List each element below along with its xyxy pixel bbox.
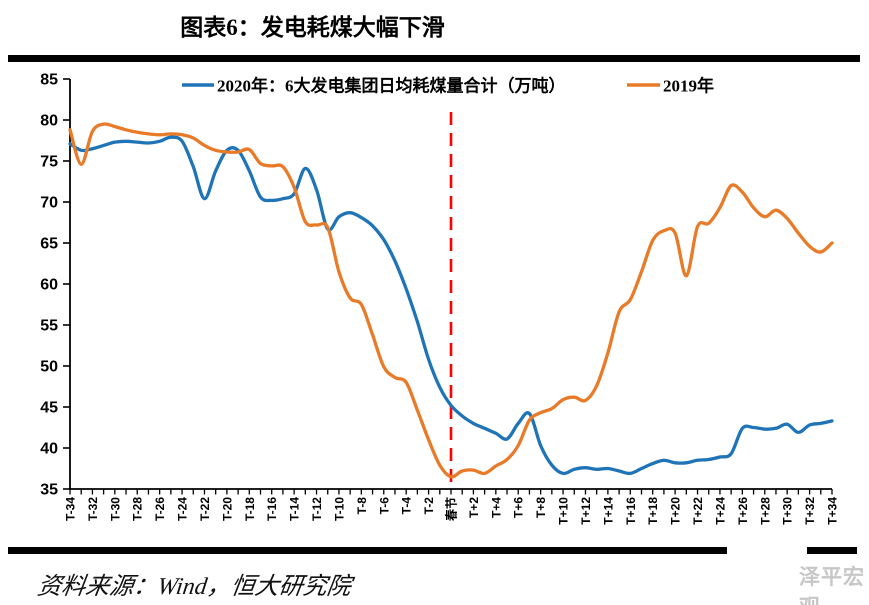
x-tick-label: T+30 [781, 497, 795, 525]
x-tick-label: T-28 [131, 497, 145, 521]
x-tick-label: T-20 [220, 497, 234, 521]
x-tick-label: T+20 [669, 497, 683, 525]
x-tick-label: T+12 [579, 497, 593, 525]
x-tick-label: T-8 [355, 497, 369, 515]
x-tick-label: T-6 [377, 497, 391, 515]
x-tick-label: T-30 [108, 497, 122, 521]
x-tick-label: T+4 [489, 497, 503, 518]
legend-label-2019: 2019年 [663, 76, 714, 96]
x-tick-label: T+34 [826, 497, 840, 525]
x-tick-label: T+22 [691, 497, 705, 525]
y-tick-label: 40 [40, 441, 58, 458]
x-tick-label: T-14 [288, 497, 302, 521]
source-note: 资料来源：Wind，恒大研究院 [35, 574, 353, 600]
y-tick-label: 75 [40, 154, 58, 171]
x-tick-label: T+10 [557, 497, 571, 525]
x-tick-label: T-18 [243, 497, 257, 521]
x-tick-label: T-34 [64, 497, 78, 521]
y-tick-label: 65 [40, 236, 58, 253]
x-tick-label: T-4 [400, 497, 414, 515]
y-tick-label: 55 [40, 318, 58, 335]
y-tick-label: 60 [40, 277, 58, 294]
top-divider [8, 55, 860, 62]
legend-label-2020: 2020年：6大发电集团日均耗煤量合计（万吨） [217, 76, 566, 96]
y-tick-label: 85 [40, 72, 58, 89]
logo-box [727, 541, 807, 591]
y-tick-label: 50 [40, 359, 58, 376]
x-tick-label: T+26 [736, 497, 750, 525]
x-tick-label: T-24 [176, 497, 190, 521]
bottom-divider [8, 547, 857, 554]
series-line-2019 [68, 122, 834, 479]
x-tick-label: T+2 [467, 497, 481, 518]
x-tick-label: T+16 [624, 497, 638, 525]
x-tick-label: T-16 [265, 497, 279, 521]
x-tick-label: 春节 [444, 497, 459, 522]
x-tick-label: T+8 [534, 497, 548, 518]
x-tick-label: T-22 [198, 497, 212, 521]
chart-title: 图表6：发电耗煤大幅下滑 [180, 15, 445, 40]
y-tick-label: 70 [40, 195, 58, 212]
x-tick-label: T+18 [646, 497, 660, 525]
x-tick-label: T-10 [332, 497, 346, 521]
series-line-2020 [68, 135, 834, 476]
x-tick-label: T-26 [153, 497, 167, 521]
x-tick-label: T+28 [758, 497, 772, 525]
x-tick-label: T-2 [422, 497, 436, 515]
y-tick-label: 35 [40, 482, 58, 499]
x-tick-label: T+14 [601, 497, 615, 525]
y-tick-label: 80 [40, 113, 58, 130]
x-tick-label: T-32 [86, 497, 100, 521]
x-tick-label: T+32 [803, 497, 817, 525]
x-tick-label: T+24 [713, 497, 727, 525]
y-tick-label: 45 [40, 400, 58, 417]
x-tick-label: T-12 [310, 497, 324, 521]
logo-text: 泽平宏观 [799, 566, 865, 605]
x-tick-label: T+6 [512, 497, 526, 518]
